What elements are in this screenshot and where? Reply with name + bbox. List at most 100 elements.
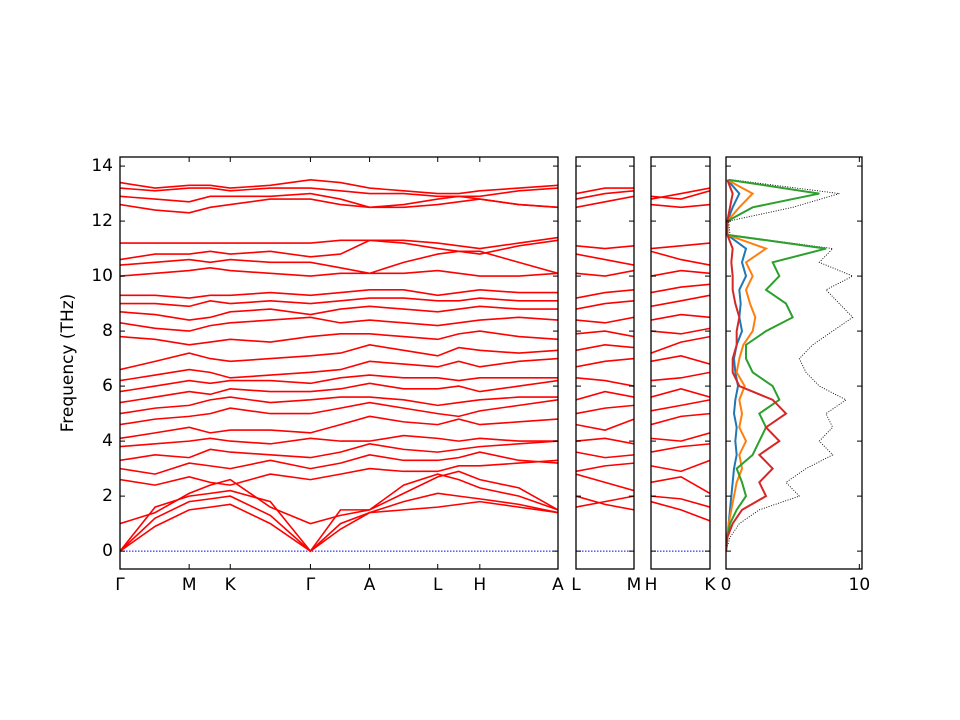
x-tick-label: H	[473, 575, 486, 595]
band-line	[120, 379, 558, 404]
dos-line	[726, 178, 827, 552]
band-line	[576, 473, 634, 492]
band-line	[120, 357, 558, 382]
y-tick-label: 10	[91, 266, 113, 286]
band-line	[651, 242, 710, 250]
dos-line	[726, 179, 748, 552]
x-tick-label: M	[182, 575, 197, 595]
band-line	[576, 289, 634, 299]
band-line	[120, 415, 558, 440]
x-tick-label: A	[552, 575, 564, 595]
band-line	[120, 451, 558, 475]
band-line	[576, 245, 634, 250]
band-line	[120, 267, 558, 277]
band-line	[651, 443, 710, 453]
y-axis-label: Frequency (THz)	[58, 294, 78, 433]
band-line	[576, 404, 634, 415]
band-line	[120, 330, 558, 346]
y-tick-label: 12	[91, 211, 113, 231]
band-line	[651, 187, 710, 200]
band-line	[120, 236, 558, 250]
band-line	[651, 432, 710, 442]
band-line	[651, 412, 710, 426]
band-line	[651, 500, 710, 522]
band-line	[120, 440, 558, 462]
band-line	[576, 377, 634, 387]
band-line	[120, 500, 558, 553]
y-tick-label: 8	[102, 321, 113, 341]
band-line	[120, 399, 558, 426]
band-line	[651, 283, 710, 294]
band-line	[651, 355, 710, 365]
band-line	[651, 203, 710, 209]
y-tick-label: 0	[102, 541, 113, 561]
band-line	[120, 434, 558, 448]
band-line	[651, 495, 710, 508]
dos-line	[726, 178, 769, 552]
band-line	[576, 462, 634, 473]
band-line	[120, 305, 558, 321]
y-tick-label: 4	[102, 431, 113, 451]
x-tick-label: K	[225, 575, 237, 595]
x-tick-label: 0	[721, 575, 732, 595]
band-line	[576, 316, 634, 324]
axes-frame	[725, 156, 863, 570]
band-line	[576, 269, 634, 277]
x-tick-label: K	[704, 575, 716, 595]
band-line	[651, 269, 710, 277]
x-tick-label: M	[627, 575, 642, 595]
band-line	[576, 495, 634, 511]
y-tick-label: 6	[102, 376, 113, 396]
x-tick-label: Γ	[306, 575, 316, 595]
band-line	[120, 179, 558, 195]
band-line	[576, 437, 634, 445]
band-line	[120, 473, 558, 553]
band-line	[576, 253, 634, 266]
band-line	[651, 327, 710, 335]
band-line	[576, 190, 634, 200]
band-line	[651, 399, 710, 412]
axes-frame	[650, 156, 711, 570]
axes-frame	[575, 156, 635, 570]
dos-line	[726, 179, 854, 552]
band-line	[120, 492, 558, 553]
y-tick-label: 2	[102, 486, 113, 506]
band-line	[120, 297, 558, 308]
x-tick-label: A	[364, 575, 376, 595]
axes-frame	[119, 156, 559, 570]
band-line	[120, 470, 558, 525]
band-line	[120, 459, 558, 486]
x-tick-label: H	[645, 575, 658, 595]
band-line	[120, 192, 558, 209]
band-line	[120, 250, 558, 275]
band-line	[120, 198, 558, 214]
band-line	[651, 335, 710, 354]
band-line	[576, 390, 634, 401]
band-line	[576, 418, 634, 431]
band-line	[120, 396, 558, 415]
band-line	[651, 313, 710, 321]
dos-line	[726, 179, 788, 552]
band-line	[576, 187, 634, 195]
band-line	[651, 459, 710, 473]
band-line	[576, 344, 634, 352]
band-line	[651, 476, 710, 495]
band-line	[120, 187, 558, 198]
band-line	[120, 289, 558, 299]
band-line	[576, 357, 634, 368]
band-line	[576, 330, 634, 338]
band-line	[120, 344, 558, 371]
band-line	[576, 195, 634, 209]
x-tick-label: 10	[849, 575, 871, 595]
band-line	[576, 495, 634, 508]
x-tick-label: Γ	[115, 575, 125, 595]
band-line	[120, 239, 558, 261]
band-line	[651, 388, 710, 398]
y-tick-label: 14	[91, 156, 113, 176]
band-line	[651, 294, 710, 308]
band-line	[651, 371, 710, 382]
band-line	[120, 316, 558, 332]
x-tick-label: L	[433, 575, 443, 595]
